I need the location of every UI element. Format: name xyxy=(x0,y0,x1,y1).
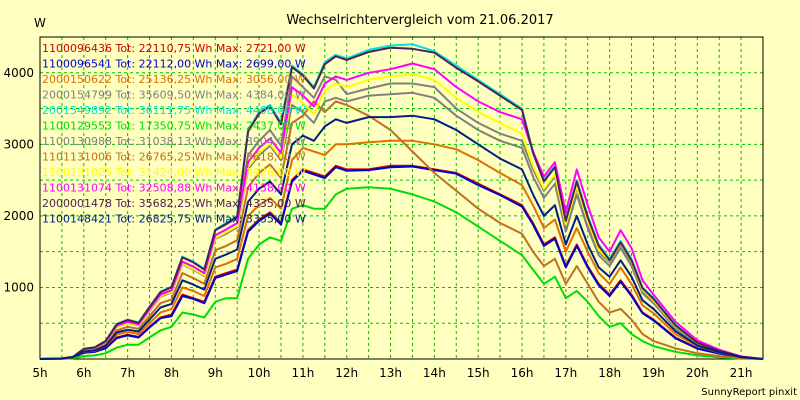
legend-entry-4: 2001549892 Tot: 36111,75 Wh Max: 4408,00… xyxy=(42,104,306,117)
series-line-7 xyxy=(39,100,764,360)
legend-entry-5: 1100129553 Tot: 17350,75 Wh Max: 2437,00… xyxy=(42,120,306,133)
legend-entry-0: 1100096436 Tot: 22110,75 Wh Max: 2721,00… xyxy=(42,42,306,55)
series-line-2 xyxy=(39,139,764,360)
series-line-9 xyxy=(39,62,764,360)
x-tick-label: 14h xyxy=(423,366,446,380)
x-tick-label: 8h xyxy=(164,366,179,380)
series-line-5 xyxy=(39,186,764,360)
legend-entry-3: 2000154799 Tot: 35609,50 Wh Max: 4384,00… xyxy=(42,89,306,102)
plot-area xyxy=(39,36,764,360)
x-tick-label: 20h xyxy=(686,366,709,380)
x-tick-label: 16h xyxy=(511,366,534,380)
series-lines xyxy=(39,43,764,360)
x-tick-label: 17h xyxy=(554,366,577,380)
legend-entry-9: 1100131074 Tot: 32508,88 Wh Max: 4138,00… xyxy=(42,182,306,195)
legend-entry-1: 1100096541 Tot: 22112,00 Wh Max: 2699,00… xyxy=(42,58,306,71)
x-tick-label: 9h xyxy=(208,366,223,380)
x-tick-label: 10h xyxy=(248,366,271,380)
x-tick-label: 13h xyxy=(379,366,402,380)
x-tick-label: 6h xyxy=(76,366,91,380)
legend-entry-6: 1100130988 Tot: 31038,13 Wh Max: 3904,00… xyxy=(42,135,306,148)
y-tick-label: 2000 xyxy=(3,209,34,223)
series-line-0 xyxy=(39,164,764,360)
legend: 1100096436 Tot: 22110,75 Wh Max: 2721,00… xyxy=(42,42,306,226)
series-line-6 xyxy=(39,91,764,360)
x-tick-label: 21h xyxy=(730,366,753,380)
y-tick-labels: 1000 2000 3000 4000 xyxy=(3,66,34,295)
series-line-11 xyxy=(39,114,764,360)
chart-title: Wechselrichtervergleich vom 21.06.2017 xyxy=(286,13,553,28)
legend-entry-8: 1100131025 Tot: 31424,00 Wh Max: 3926,00… xyxy=(42,166,306,179)
y-axis-label: W xyxy=(34,16,46,30)
y-tick-label: 4000 xyxy=(3,66,34,80)
x-tick-label: 19h xyxy=(642,366,665,380)
legend-entry-7: 1101131006 Tot: 26765,25 Wh Max: 3618,00… xyxy=(42,151,306,164)
x-tick-label: 12h xyxy=(335,366,358,380)
x-tick-label: 7h xyxy=(120,366,135,380)
x-tick-label: 15h xyxy=(467,366,490,380)
x-tick-label: 11h xyxy=(291,366,314,380)
y-tick-label: 1000 xyxy=(3,280,34,294)
x-tick-label: 5h xyxy=(32,366,47,380)
legend-entry-10: 2000001478 Tot: 35682,25 Wh Max: 4335,00… xyxy=(42,197,306,210)
series-line-1 xyxy=(39,165,764,360)
series-line-10 xyxy=(39,46,764,360)
footer-credit: SunnyReport pinxit xyxy=(701,387,797,398)
legend-entry-11: 1100148421 Tot: 26825,75 Wh Max: 3335,00… xyxy=(42,213,306,226)
y-tick-label: 3000 xyxy=(3,137,34,151)
legend-entry-2: 2000150622 Tot: 25136,25 Wh Max: 3056,00… xyxy=(42,73,306,86)
x-tick-labels: 5h 6h 7h 8h 9h 10h 11h 12h 13h 14h 15h 16h 17h 18h 19h… xyxy=(32,366,752,380)
grid xyxy=(39,37,763,359)
x-tick-label: 18h xyxy=(598,366,621,380)
